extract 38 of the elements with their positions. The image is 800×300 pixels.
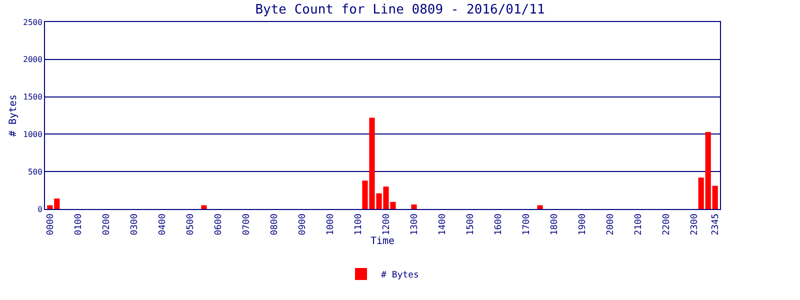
x-axis-title: Time <box>370 236 395 247</box>
x-tick-label: 2200 <box>662 214 672 236</box>
x-tick-label: 1800 <box>550 214 560 236</box>
x-tick-label: 1700 <box>522 214 532 236</box>
legend-label: # Bytes <box>381 270 419 280</box>
y-tick-label: 0 <box>38 204 43 214</box>
x-tick-label: 0100 <box>74 214 84 236</box>
y-axis-title: # Bytes <box>8 94 20 137</box>
y-tick-label: 500 <box>28 167 43 176</box>
bar <box>201 205 207 209</box>
x-tick-label: 0000 <box>46 214 56 236</box>
x-tick-label: 1500 <box>466 214 476 236</box>
x-tick-label: 1300 <box>410 214 420 236</box>
y-tick-label: 1000 <box>23 130 43 139</box>
x-tick-label: 0400 <box>158 214 168 236</box>
x-tick-label: 2000 <box>606 214 616 236</box>
x-tick-label: 1400 <box>438 214 448 236</box>
x-tick-label: 2100 <box>634 214 644 236</box>
x-tick-label: 0800 <box>270 214 280 236</box>
x-tick-label: 2300 <box>690 214 700 236</box>
x-tick-label: 1600 <box>494 214 504 236</box>
x-tick-label: 0500 <box>186 214 196 236</box>
y-tick-label: 1500 <box>23 92 43 102</box>
x-tick-label: 0700 <box>242 214 252 236</box>
x-tick-label: 1000 <box>326 214 336 236</box>
x-tick-label: 0300 <box>130 214 140 236</box>
x-tick-label: 1100 <box>354 214 364 236</box>
chart-title: Byte Count for Line 0809 - 2016/01/11 <box>255 2 545 18</box>
y-tick-label: 2500 <box>23 18 43 27</box>
x-tick-label: 2345 <box>711 214 722 236</box>
bar <box>411 204 417 209</box>
x-tick-label: 1900 <box>578 214 588 236</box>
x-tick-label: 1200 <box>382 214 392 236</box>
x-tick-label: 0200 <box>102 214 112 236</box>
y-tick-label: 2000 <box>23 55 43 64</box>
bar <box>537 205 543 209</box>
x-tick-label: 0900 <box>298 214 308 236</box>
x-tick-label: 0600 <box>214 214 224 236</box>
